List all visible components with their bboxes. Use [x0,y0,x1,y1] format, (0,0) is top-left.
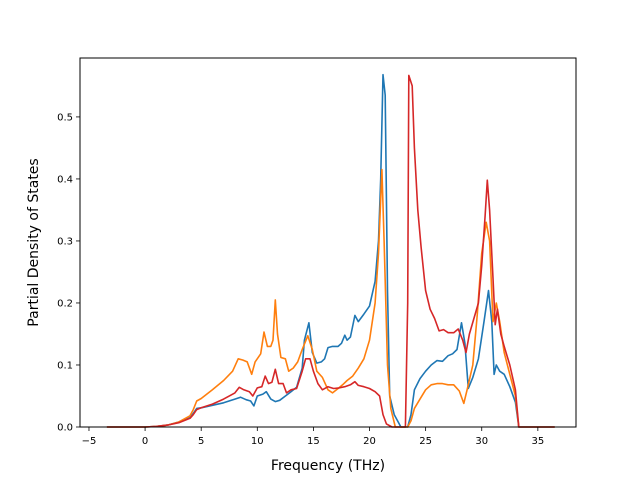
y-tick-label: 0.0 [57,423,73,434]
x-tick-label: 35 [531,436,544,447]
y-tick-label: 0.1 [57,360,73,371]
y-axis-label: Partial Density of States [26,158,42,326]
plot-frame [79,57,577,428]
series-line-2 [106,168,555,428]
y-tick-label: 0.5 [57,112,73,123]
series-line-1 [106,73,555,428]
x-axis-ticks: −5 0 5 10 15 20 25 30 35 [82,427,544,447]
x-tick-label: 25 [419,436,432,447]
y-tick-label: 0.2 [57,298,73,309]
y-tick-label: 0.4 [57,174,73,185]
x-tick-label: 15 [307,436,320,447]
x-tick-label: 10 [251,436,264,447]
x-tick-label: 20 [363,436,376,447]
series-lines [106,73,555,428]
x-tick-label: 30 [475,436,488,447]
y-tick-label: 0.3 [57,236,73,247]
x-tick-label: 0 [142,436,148,447]
x-tick-label: 5 [198,436,204,447]
y-axis-ticks: 0.0 0.1 0.2 0.3 0.4 0.5 [57,112,80,434]
x-axis-label: Frequency (THz) [271,458,385,474]
series-line-3 [106,74,555,428]
x-tick-label: −5 [82,436,97,447]
